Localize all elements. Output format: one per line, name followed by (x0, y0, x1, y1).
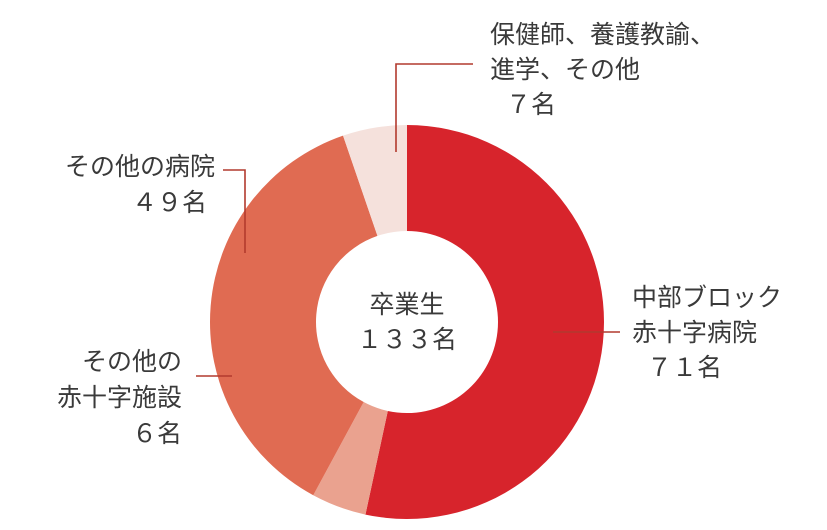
label-chubu-line-2: 赤十字病院 (632, 318, 757, 347)
label-other-hospitals-line-1: その他の病院 (65, 152, 215, 181)
center-label-line-1: 卒業生 (369, 290, 444, 319)
leader-line-other (395, 63, 473, 152)
leader-line-other-hospitals (223, 169, 246, 253)
donut-slice-3 (343, 125, 407, 236)
donut-slice-2 (210, 135, 378, 496)
center-label-line-2: １３３名 (357, 325, 457, 354)
donut-slice-1 (313, 402, 388, 515)
label-chubu-line-3: ７１名 (647, 353, 722, 382)
label-other-line-1: 保健師、養護教諭、 (490, 20, 715, 49)
donut-slice-0 (365, 125, 604, 519)
label-other-redcross-line-3: ６名 (132, 419, 182, 448)
label-other-line-3: ７名 (506, 90, 556, 119)
slices (210, 125, 604, 519)
label-other-redcross-line-1: その他の (82, 347, 182, 376)
label-other-line-2: 進学、その他 (490, 55, 640, 84)
label-chubu-line-1: 中部ブロック (632, 283, 782, 312)
label-other-hospitals-line-2: ４９名 (132, 188, 207, 217)
label-other-redcross-line-2: 赤十字施設 (57, 383, 182, 412)
